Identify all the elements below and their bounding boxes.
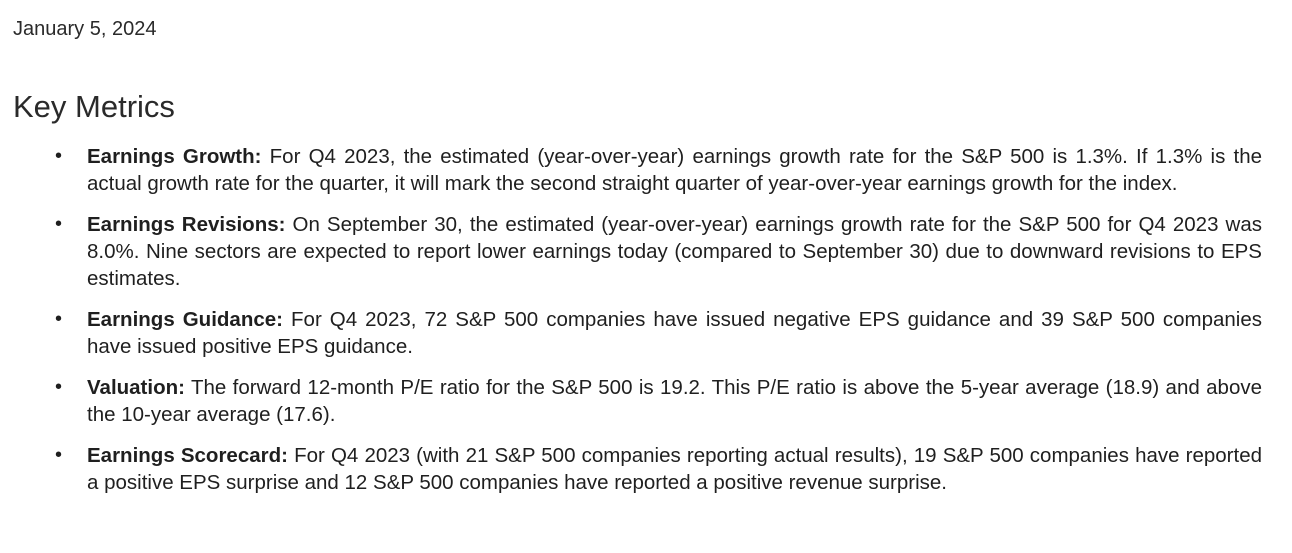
bullet-icon: •: [55, 444, 63, 466]
metric-title: Earnings Scorecard:: [87, 444, 288, 467]
key-metrics-list: • Earnings Growth: For Q4 2023, the esti…: [0, 143, 1292, 510]
metric-earnings-scorecard: • Earnings Scorecard: For Q4 2023 (with …: [0, 442, 1262, 496]
section-heading: Key Metrics: [13, 89, 175, 124]
metric-text: For Q4 2023 (with 21 S&P 500 companies r…: [87, 444, 1263, 494]
report-date: January 5, 2024: [13, 18, 157, 40]
metric-text: The forward 12-month P/E ratio for the S…: [87, 376, 1262, 426]
metric-text: For Q4 2023, 72 S&P 500 companies have i…: [87, 308, 1262, 358]
metric-valuation: • Valuation: The forward 12-month P/E ra…: [0, 374, 1262, 428]
metric-title: Earnings Revisions:: [87, 213, 286, 236]
metric-title: Earnings Guidance:: [87, 308, 283, 331]
metric-text: For Q4 2023, the estimated (year-over-ye…: [87, 145, 1262, 195]
bullet-icon: •: [55, 308, 63, 330]
metric-earnings-growth: • Earnings Growth: For Q4 2023, the esti…: [0, 143, 1262, 197]
bullet-icon: •: [55, 376, 63, 398]
bullet-icon: •: [55, 145, 63, 167]
bullet-icon: •: [55, 213, 63, 235]
metric-text: On September 30, the estimated (year-ove…: [87, 213, 1262, 290]
metric-title: Earnings Growth:: [87, 145, 262, 168]
metric-earnings-guidance: • Earnings Guidance: For Q4 2023, 72 S&P…: [0, 306, 1262, 360]
metric-title: Valuation:: [87, 376, 185, 399]
metric-earnings-revisions: • Earnings Revisions: On September 30, t…: [0, 211, 1262, 292]
